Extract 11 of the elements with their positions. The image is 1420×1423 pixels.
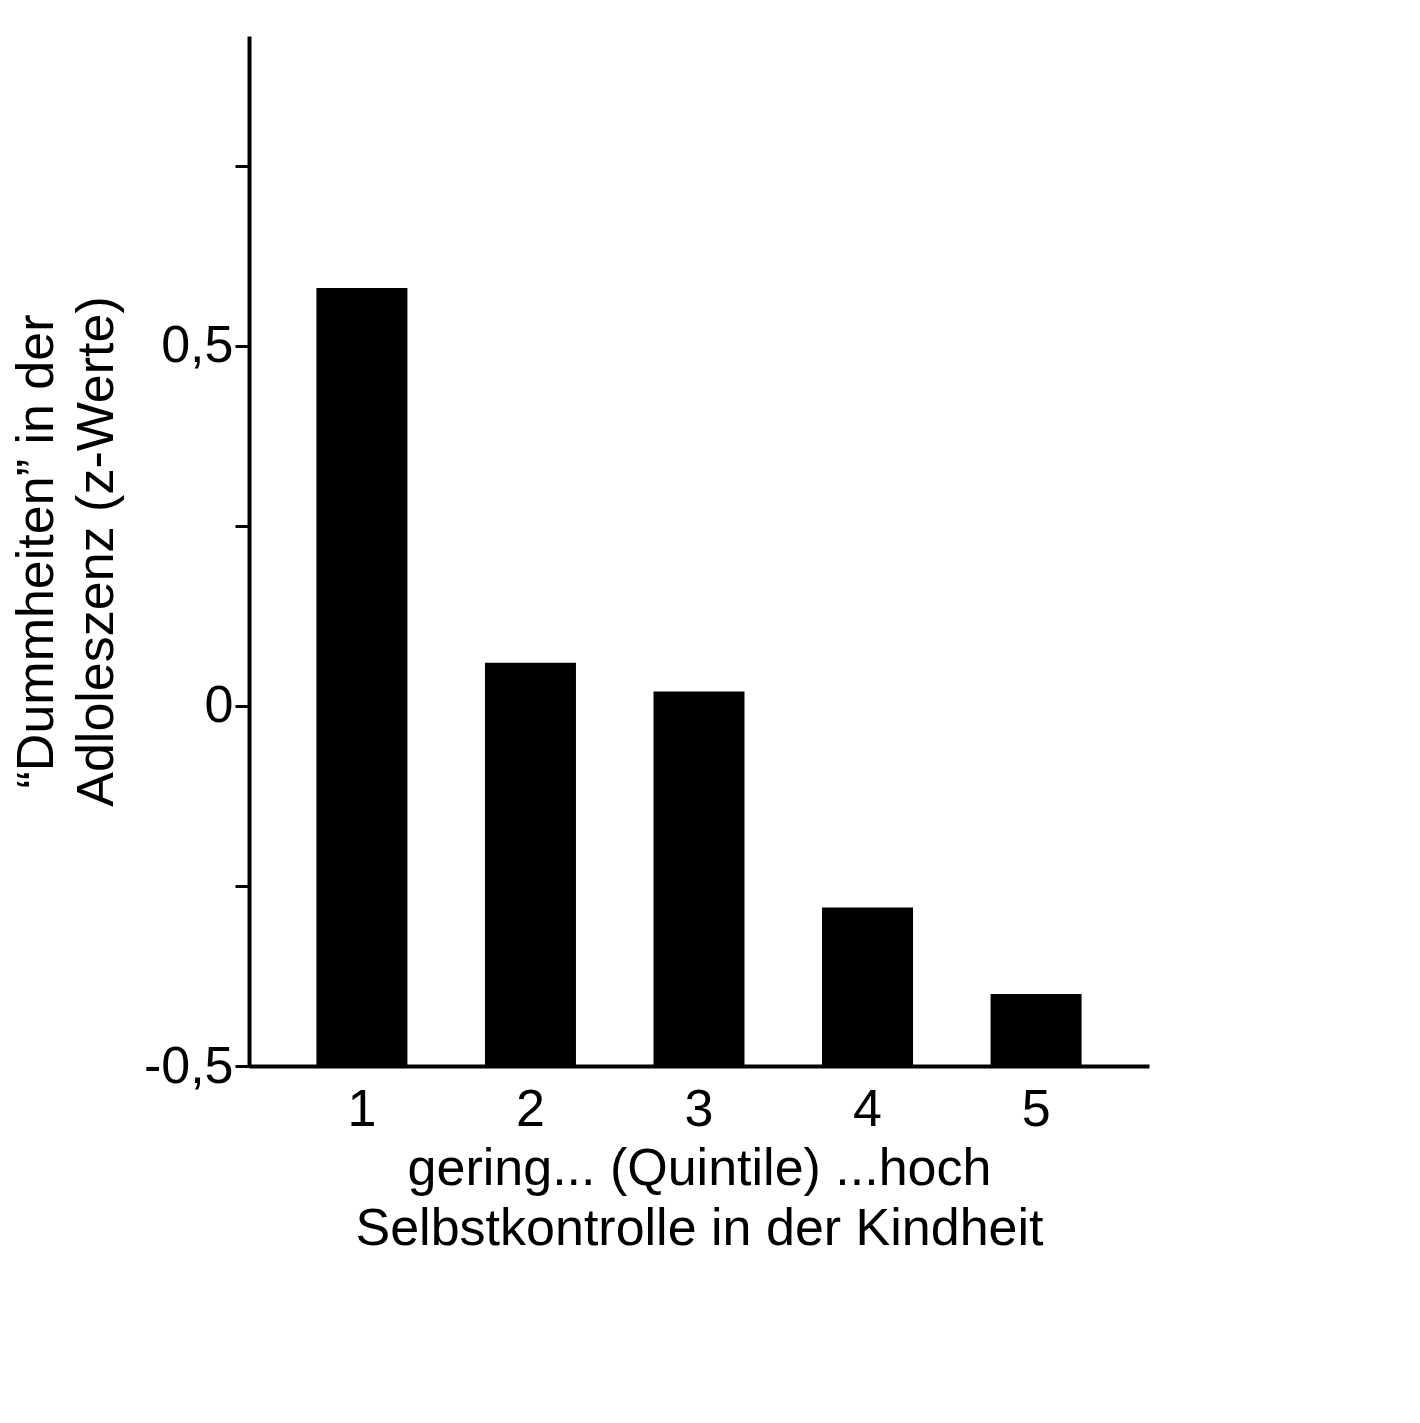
x-tick-label: 5 (1021, 1078, 1051, 1137)
y-axis-title: “Dummheiten” in der Adloleszenz (z-Werte) (5, 296, 124, 807)
y-tick-label: -0,5 (143, 1035, 234, 1094)
y-tick-label: 0 (204, 675, 234, 734)
text: gering... (Quintile) ...hoch (407, 1137, 992, 1196)
y-tick-label: 0,5 (161, 315, 234, 374)
x-tick-label: 2 (516, 1078, 545, 1137)
x-tick-label: 3 (684, 1078, 714, 1137)
x-axis-title: Selbstkontrolle in der Kindheit (355, 1197, 1045, 1256)
x-tick-label: 1 (347, 1078, 377, 1137)
x-tick-label: 4 (853, 1078, 882, 1137)
